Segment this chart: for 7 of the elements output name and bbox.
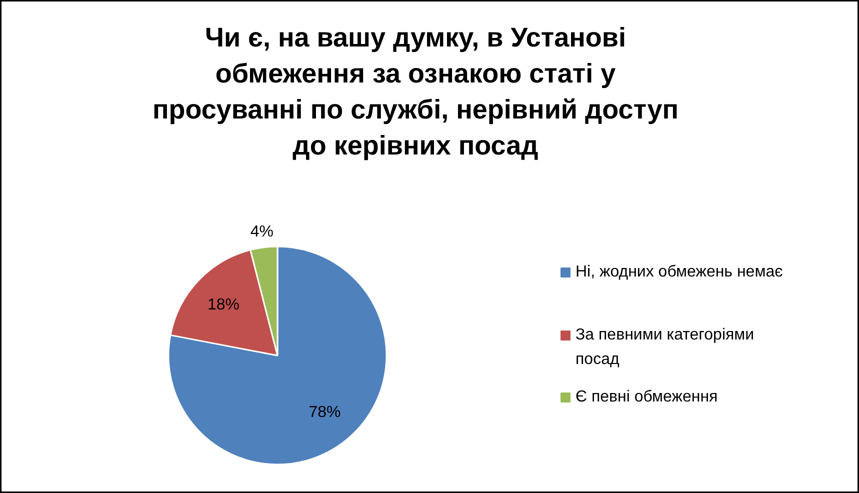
data-label: 78%	[308, 404, 341, 422]
chart-title: Чи є, на вашу думку, в Установі обмеження за ознакою статі у просуванні по службі, нерівний доступ до керівних посад	[152, 22, 679, 160]
legend-label: Є певні обмеження	[576, 388, 718, 406]
legend-label: За певними категоріями посад	[576, 326, 754, 368]
data-label: 18%	[207, 296, 240, 314]
data-label: 4%	[250, 224, 274, 241]
legend-label: Ні, жодних обмежень немає	[576, 264, 783, 280]
